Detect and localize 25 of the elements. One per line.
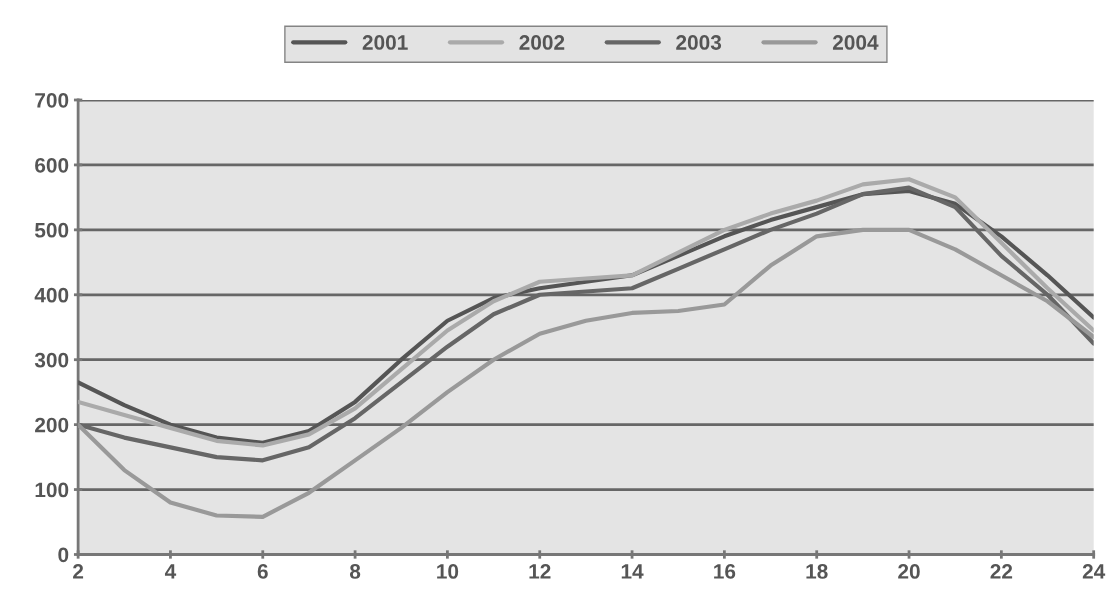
x-tick-label: 12: [529, 564, 551, 579]
x-tick-label: 16: [714, 564, 736, 579]
y-tick-label: 0: [58, 547, 69, 563]
x-tick-label: 24: [1082, 564, 1106, 579]
legend-label: 2004: [832, 35, 879, 50]
line-series: [78, 227, 1094, 519]
y-tick-label: 200: [35, 417, 69, 433]
x-tick-label: 6: [257, 564, 268, 579]
y-tick-label: 100: [35, 482, 69, 498]
y-tick-label: 600: [35, 157, 69, 173]
x-tick-label: 8: [349, 564, 361, 579]
legend-label: 2001: [362, 35, 408, 50]
x-tick-label: 2: [73, 564, 84, 579]
legend-label: 2003: [676, 35, 722, 50]
x-tick-label: 4: [164, 564, 177, 579]
y-tick-label: 400: [34, 287, 69, 303]
x-tick-label: 10: [437, 564, 459, 579]
x-tick-label: 22: [990, 564, 1013, 579]
y-tick-label: 700: [35, 92, 69, 108]
x-tick-label: 14: [621, 564, 644, 579]
y-tick-label: 500: [34, 222, 69, 238]
legend-label: 2002: [519, 35, 565, 50]
x-tick-label: 20: [898, 564, 920, 579]
y-tick-label: 300: [34, 352, 69, 368]
x-tick-label: 18: [806, 564, 828, 579]
